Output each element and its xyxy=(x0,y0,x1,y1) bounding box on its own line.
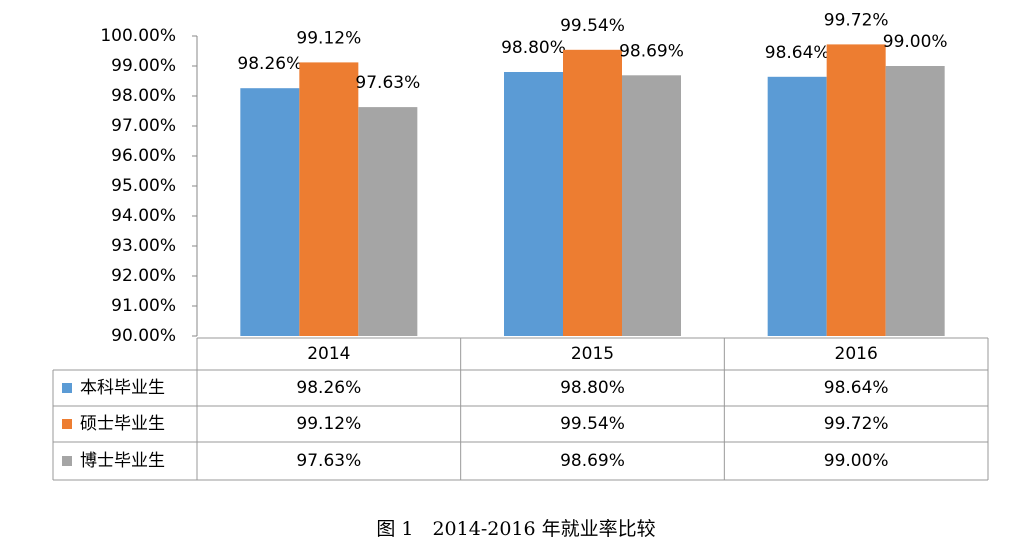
table-value: 98.64% xyxy=(824,378,889,398)
chart-title: 图 1 2014-2016 年就业率比较 xyxy=(376,518,655,540)
y-tick-label: 100.00% xyxy=(100,26,176,46)
legend-marker xyxy=(62,456,72,466)
data-label: 97.63% xyxy=(355,73,420,93)
data-label: 98.26% xyxy=(237,54,302,74)
x-tick-label: 2016 xyxy=(835,344,878,364)
table-value: 98.80% xyxy=(560,378,625,398)
bar xyxy=(299,62,359,337)
table-value: 99.54% xyxy=(560,414,625,434)
y-tick-label: 95.00% xyxy=(111,176,176,196)
y-tick-label: 99.00% xyxy=(111,56,176,76)
bar xyxy=(622,75,681,337)
bar xyxy=(767,76,827,337)
y-tick-label: 92.00% xyxy=(111,266,176,286)
y-tick-label: 97.00% xyxy=(111,116,176,136)
bar xyxy=(504,72,563,336)
table-value: 98.26% xyxy=(296,378,361,398)
bar xyxy=(563,49,622,337)
y-tick-label: 94.00% xyxy=(111,206,176,226)
data-label: 99.00% xyxy=(883,32,948,52)
bar xyxy=(885,66,945,336)
bar xyxy=(826,44,886,337)
table-value: 97.63% xyxy=(296,451,361,471)
data-label: 98.64% xyxy=(765,43,830,63)
table-value: 99.00% xyxy=(824,451,889,471)
y-tick-label: 90.00% xyxy=(111,326,176,346)
table-value: 98.69% xyxy=(560,451,625,471)
y-tick-label: 93.00% xyxy=(111,236,176,256)
bar xyxy=(240,88,300,336)
legend-label: 本科毕业生 xyxy=(80,378,165,398)
y-tick-label: 98.00% xyxy=(111,86,176,106)
data-label: 98.69% xyxy=(619,41,684,61)
legend-marker xyxy=(62,419,72,429)
legend-label: 硕士毕业生 xyxy=(80,414,165,434)
data-label: 99.54% xyxy=(560,16,625,36)
data-label: 98.80% xyxy=(501,38,566,58)
legend-marker xyxy=(62,383,72,393)
data-label: 99.72% xyxy=(824,10,889,30)
x-tick-label: 2015 xyxy=(571,344,614,364)
bar xyxy=(358,107,418,336)
data-label: 99.12% xyxy=(296,28,361,48)
y-tick-label: 91.00% xyxy=(111,296,176,316)
legend-label: 博士毕业生 xyxy=(80,451,165,471)
y-tick-label: 96.00% xyxy=(111,146,176,166)
x-tick-label: 2014 xyxy=(307,344,350,364)
table-value: 99.12% xyxy=(296,414,361,434)
table-value: 99.72% xyxy=(824,414,889,434)
